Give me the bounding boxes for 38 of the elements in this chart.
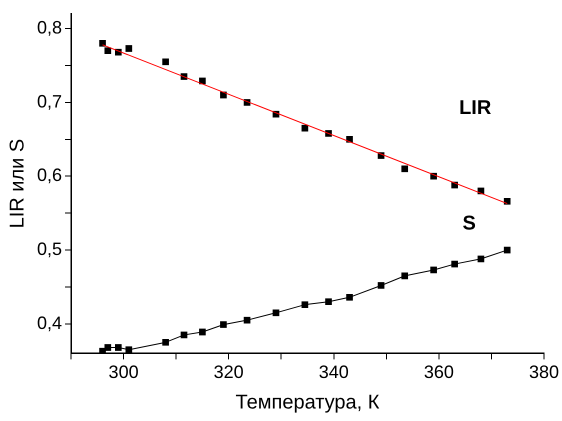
- point: [162, 58, 169, 66]
- x-tick-label: 360: [424, 362, 454, 382]
- series-label: S: [462, 212, 476, 235]
- y-tick-label: 0,5: [36, 239, 62, 260]
- x-tick-label: 320: [214, 362, 244, 382]
- y-tick-label: 0,8: [36, 18, 62, 38]
- point: [104, 47, 112, 54]
- point: [114, 344, 122, 351]
- x-tick-label: 380: [528, 362, 560, 382]
- text: LIR: [459, 96, 492, 119]
- point: [162, 339, 169, 346]
- x-tick-label: 300: [108, 362, 139, 382]
- point: [302, 301, 308, 308]
- point: [401, 272, 408, 280]
- point: [199, 78, 206, 84]
- point: [401, 166, 408, 172]
- y-tick-label: 0,4: [36, 312, 62, 333]
- point: [126, 45, 132, 52]
- point: [199, 328, 206, 336]
- y-tick-label: 0,6: [36, 165, 62, 186]
- point: [378, 282, 384, 289]
- point: [346, 294, 353, 301]
- point: [504, 246, 511, 254]
- y-axis-title: LIR или S: [6, 138, 29, 228]
- point: [126, 346, 132, 354]
- x-tick-label: 340: [318, 362, 349, 382]
- y-tick-label: 0,7: [36, 91, 62, 112]
- point: [302, 124, 308, 132]
- point: [451, 260, 458, 268]
- point: [180, 332, 188, 338]
- point: [104, 344, 112, 351]
- point: [244, 316, 250, 324]
- point: [272, 309, 280, 316]
- x-axis-title: Температура, К: [236, 392, 380, 414]
- point: [478, 256, 484, 262]
- point: [430, 266, 437, 274]
- point: [325, 298, 332, 306]
- point: [220, 321, 227, 328]
